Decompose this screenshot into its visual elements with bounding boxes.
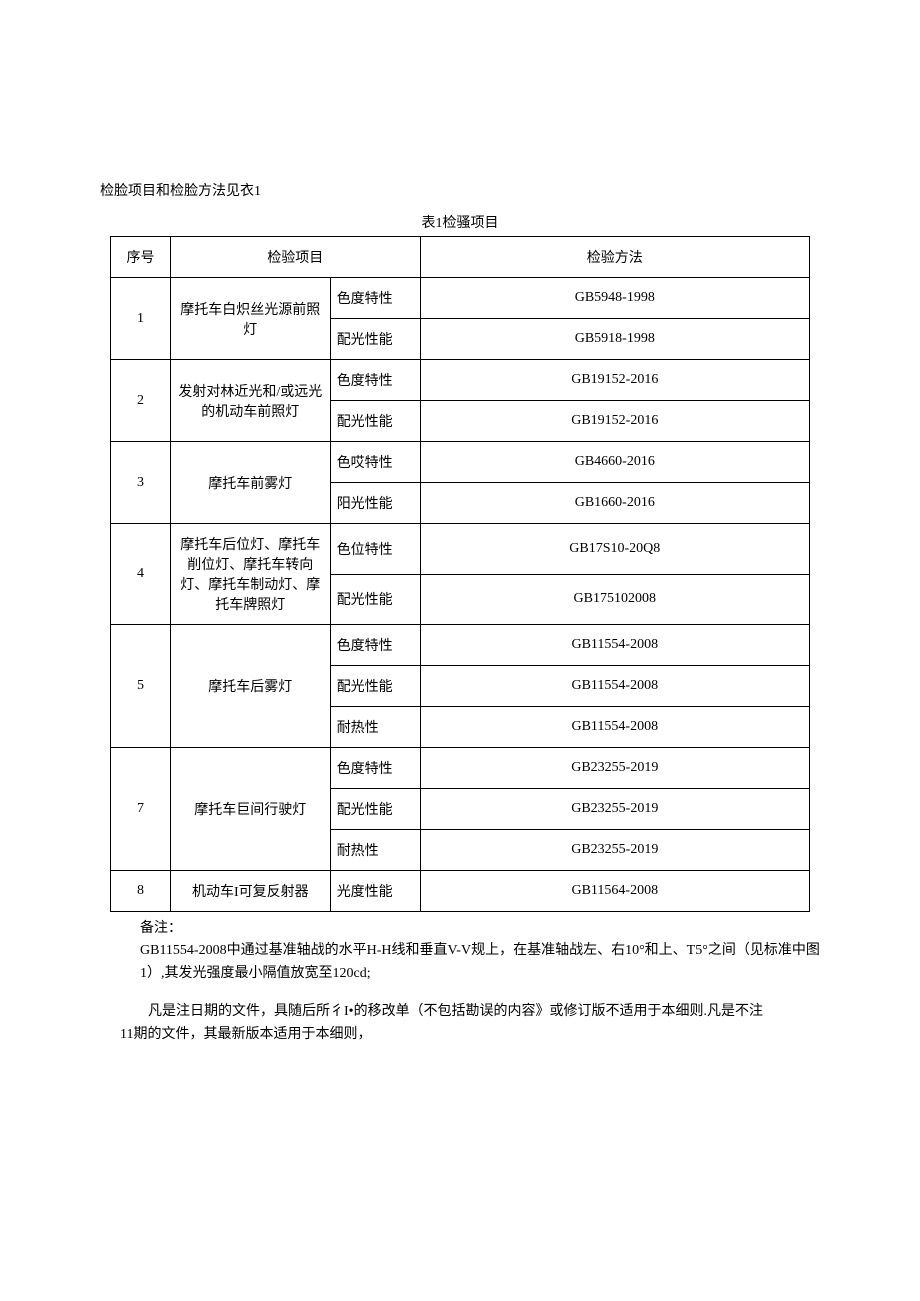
cell-property: 配光性能 <box>330 574 420 625</box>
table-row: 5摩托车后雾灯色度特性GB11554-2008 <box>111 625 810 666</box>
cell-method: GB19152-2016 <box>420 401 809 442</box>
cell-method: GB1660-2016 <box>420 483 809 524</box>
cell-method: GB5918-1998 <box>420 319 809 360</box>
cell-property: 色度特性 <box>330 625 420 666</box>
cell-seq: 7 <box>111 748 171 871</box>
inspection-table: 序号 检验项目 检验方法 1摩托车白炽丝光源前照灯色度特性GB5948-1998… <box>110 236 810 912</box>
table-row: 8机动车I可复反射器光度性能GB11564-2008 <box>111 871 810 912</box>
intro-text: 检脸项目和检脸方法见衣1 <box>100 180 820 200</box>
header-seq: 序号 <box>111 237 171 278</box>
cell-property: 配光性能 <box>330 666 420 707</box>
cell-property: 色度特性 <box>330 360 420 401</box>
cell-property: 耐热性 <box>330 830 420 871</box>
cell-method: GB5948-1998 <box>420 278 809 319</box>
cell-seq: 3 <box>111 442 171 524</box>
cell-seq: 5 <box>111 625 171 748</box>
cell-seq: 8 <box>111 871 171 912</box>
table-row: 3摩托车前雾灯色哎特性GB4660-2016 <box>111 442 810 483</box>
cell-property: 阳光性能 <box>330 483 420 524</box>
cell-method: GB175102008 <box>420 574 809 625</box>
table-row: 4摩托车后位灯、摩托车削位灯、摩托车转向灯、摩托车制动灯、摩托车牌照灯色位特性G… <box>111 524 810 575</box>
cell-seq: 2 <box>111 360 171 442</box>
cell-seq: 4 <box>111 524 171 625</box>
cell-property: 配光性能 <box>330 789 420 830</box>
cell-item: 发射对林近光和/或远光的机动车前照灯 <box>170 360 330 442</box>
cell-method: GB11554-2008 <box>420 625 809 666</box>
cell-property: 色哎特性 <box>330 442 420 483</box>
table-body: 1摩托车白炽丝光源前照灯色度特性GB5948-1998配光性能GB5918-19… <box>111 278 810 912</box>
cell-property: 配光性能 <box>330 401 420 442</box>
cell-property: 耐热性 <box>330 707 420 748</box>
cell-property: 色位特性 <box>330 524 420 575</box>
cell-method: GB4660-2016 <box>420 442 809 483</box>
cell-method: GB11554-2008 <box>420 707 809 748</box>
note-body: GB11554-2008中通过基准轴战的水平H-H线和垂直V-V规上，在基准轴战… <box>140 940 820 985</box>
header-method: 检验方法 <box>420 237 809 278</box>
cell-method: GB11564-2008 <box>420 871 809 912</box>
table-row: 1摩托车白炽丝光源前照灯色度特性GB5948-1998 <box>111 278 810 319</box>
cell-property: 光度性能 <box>330 871 420 912</box>
footer-paragraph-1: 凡是注日期的文件，具随后所彳I•的移改单（不包括勘误的内容》或修订版不适用于本细… <box>120 1001 820 1023</box>
cell-item: 摩托车后位灯、摩托车削位灯、摩托车转向灯、摩托车制动灯、摩托车牌照灯 <box>170 524 330 625</box>
cell-property: 配光性能 <box>330 319 420 360</box>
table-row: 2发射对林近光和/或远光的机动车前照灯色度特性GB19152-2016 <box>111 360 810 401</box>
cell-item: 机动车I可复反射器 <box>170 871 330 912</box>
cell-method: GB23255-2019 <box>420 830 809 871</box>
table-header-row: 序号 检验项目 检验方法 <box>111 237 810 278</box>
cell-item: 摩托车前雾灯 <box>170 442 330 524</box>
cell-seq: 1 <box>111 278 171 360</box>
cell-item: 摩托车白炽丝光源前照灯 <box>170 278 330 360</box>
cell-method: GB23255-2019 <box>420 748 809 789</box>
cell-method: GB11554-2008 <box>420 666 809 707</box>
cell-property: 色度特性 <box>330 278 420 319</box>
table-caption: 表1检骚项目 <box>100 212 820 232</box>
footer-paragraph-2: 11期的文件，其最新版本适用于本细则， <box>120 1024 820 1046</box>
table-row: 7摩托车巨间行驶灯色度特性GB23255-2019 <box>111 748 810 789</box>
cell-method: GB23255-2019 <box>420 789 809 830</box>
header-item: 检验项目 <box>170 237 420 278</box>
cell-item: 摩托车后雾灯 <box>170 625 330 748</box>
note-label: 备注： <box>140 918 820 940</box>
cell-property: 色度特性 <box>330 748 420 789</box>
cell-method: GB17S10-20Q8 <box>420 524 809 575</box>
cell-item: 摩托车巨间行驶灯 <box>170 748 330 871</box>
cell-method: GB19152-2016 <box>420 360 809 401</box>
